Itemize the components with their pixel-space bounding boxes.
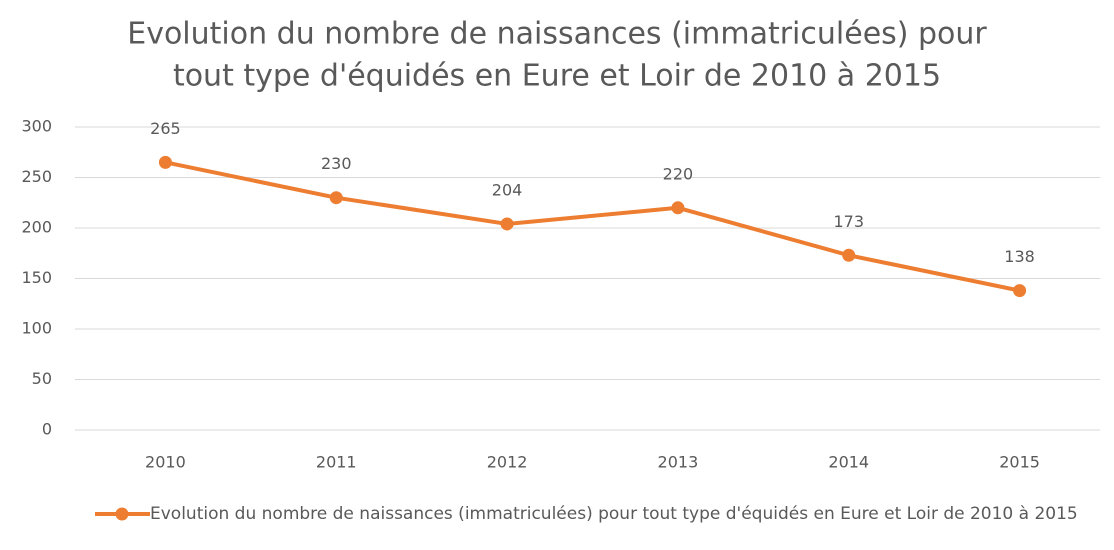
y-tick-label: 50: [32, 369, 52, 388]
chart-title: tout type d'équidés en Eure et Loir de 2…: [173, 59, 941, 94]
x-tick-label: 2012: [487, 453, 528, 472]
x-tick-label: 2014: [828, 453, 869, 472]
chart-title: Evolution du nombre de naissances (immat…: [127, 17, 987, 52]
data-label: 265: [150, 119, 181, 138]
legend-label: Evolution du nombre de naissances (immat…: [150, 504, 1078, 524]
x-tick-label: 2015: [999, 453, 1040, 472]
x-tick-label: 2013: [658, 453, 699, 472]
legend-swatch-marker: [115, 507, 129, 521]
point: [158, 155, 172, 169]
point: [842, 248, 856, 262]
point: [671, 201, 685, 215]
y-tick-label: 0: [42, 420, 52, 439]
data-label: 230: [321, 154, 352, 173]
point: [329, 191, 343, 205]
data-label: 204: [492, 180, 523, 199]
y-tick-label: 250: [21, 167, 52, 186]
point: [1013, 284, 1027, 298]
x-tick-label: 2010: [145, 453, 186, 472]
y-tick-label: 150: [21, 268, 52, 287]
x-tick-label: 2011: [316, 453, 357, 472]
y-tick-label: 100: [21, 319, 52, 338]
data-label: 173: [833, 212, 864, 231]
series-line: [165, 160, 1020, 293]
y-tick-label: 300: [21, 117, 52, 136]
data-label: 138: [1004, 247, 1035, 266]
point: [500, 217, 514, 231]
data-label: 220: [663, 164, 694, 183]
y-tick-label: 200: [21, 218, 52, 237]
